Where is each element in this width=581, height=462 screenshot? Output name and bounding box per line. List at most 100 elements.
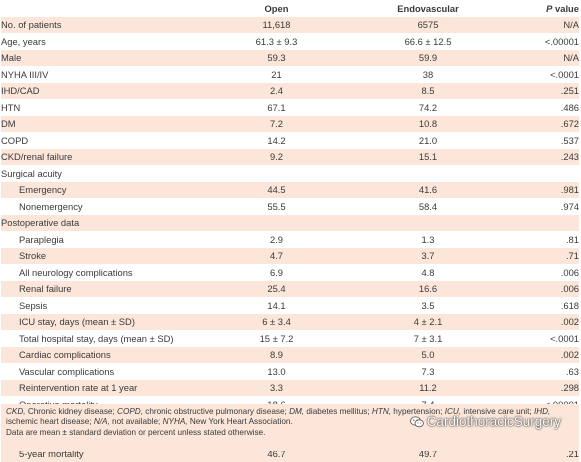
p-value: .243 bbox=[501, 149, 579, 166]
row-label: Renal failure bbox=[1, 281, 198, 298]
p-value: .974 bbox=[501, 198, 579, 215]
row-label: COPD bbox=[1, 132, 198, 149]
row-label: IHD/CAD bbox=[1, 83, 198, 100]
open-value: 13.0 bbox=[198, 363, 355, 380]
endovascular-value: 74.2 bbox=[355, 99, 501, 116]
p-value: .006 bbox=[501, 264, 579, 281]
open-value: 59.3 bbox=[198, 50, 355, 67]
p-value: .981 bbox=[501, 182, 579, 199]
endovascular-value: 15.1 bbox=[355, 149, 501, 166]
row-label: Emergency bbox=[1, 182, 198, 199]
footnote-segment: chronic obstructive pulmonary disease; bbox=[143, 407, 289, 416]
row-label: Surgical acuity bbox=[1, 165, 198, 182]
p-value: .71 bbox=[501, 248, 579, 265]
p-value: N/A bbox=[501, 17, 579, 34]
open-value: 3.3 bbox=[198, 380, 355, 397]
endovascular-value: 4 ± 2.1 bbox=[355, 314, 501, 331]
watermark: CardiothoracicSurgery bbox=[410, 414, 561, 429]
open-value: 2.9 bbox=[198, 231, 355, 248]
wechat-icon bbox=[410, 416, 424, 428]
open-value: 44.5 bbox=[198, 182, 355, 199]
footnote-segment: Chronic kidney disease; bbox=[26, 407, 117, 416]
footnote-segment: COPD, bbox=[117, 407, 143, 416]
table-row: Surgical acuity bbox=[1, 165, 579, 182]
endovascular-value: 3.5 bbox=[355, 297, 501, 314]
endovascular-value: 59.9 bbox=[355, 50, 501, 67]
table-row: Postoperative data bbox=[1, 215, 579, 232]
endovascular-value: 21.0 bbox=[355, 132, 501, 149]
open-value bbox=[198, 165, 355, 182]
footnote-segment: ischemic heart disease; bbox=[6, 417, 94, 426]
watermark-text: CardiothoracicSurgery bbox=[427, 414, 561, 429]
footnote-segment: NYHA, bbox=[163, 417, 188, 426]
row-label: Reintervention rate at 1 year bbox=[1, 380, 198, 397]
p-value bbox=[501, 215, 579, 232]
open-value: 21 bbox=[198, 66, 355, 83]
open-value: 7.2 bbox=[198, 116, 355, 133]
row-label: Age, years bbox=[1, 33, 198, 50]
p-value: N/A bbox=[501, 50, 579, 67]
open-value: 15 ± 7.2 bbox=[198, 330, 355, 347]
row-label: CKD/renal failure bbox=[1, 149, 198, 166]
footnote-segment: DM, bbox=[289, 407, 304, 416]
endovascular-value: 3.7 bbox=[355, 248, 501, 265]
row-label: Paraplegia bbox=[1, 231, 198, 248]
open-value: 6 ± 3.4 bbox=[198, 314, 355, 331]
open-value bbox=[198, 215, 355, 232]
open-value: 14.2 bbox=[198, 132, 355, 149]
footnote-segment: HTN, bbox=[372, 407, 391, 416]
row-label: No. of patients bbox=[1, 17, 198, 34]
endovascular-value: 6575 bbox=[355, 17, 501, 34]
endovascular-value: 38 bbox=[355, 66, 501, 83]
p-value: .81 bbox=[501, 231, 579, 248]
row-label: Sepsis bbox=[1, 297, 198, 314]
endovascular-value: 11.2 bbox=[355, 380, 501, 397]
row-label: NYHA III/IV bbox=[1, 66, 198, 83]
endovascular-value: 58.4 bbox=[355, 198, 501, 215]
row-label: Nonemergency bbox=[1, 198, 198, 215]
open-value: 6.9 bbox=[198, 264, 355, 281]
p-value: .618 bbox=[501, 297, 579, 314]
endovascular-value: 7.3 bbox=[355, 363, 501, 380]
row-label: DM bbox=[1, 116, 198, 133]
open-value: 67.1 bbox=[198, 99, 355, 116]
footnote-segment: New York Heart Association. bbox=[188, 417, 293, 426]
p-value: <.00001 bbox=[501, 33, 579, 50]
row-label: Stroke bbox=[1, 248, 198, 265]
row-label: HTN bbox=[1, 99, 198, 116]
p-value: .006 bbox=[501, 281, 579, 298]
row-label: ICU stay, days (mean ± SD) bbox=[1, 314, 198, 331]
open-value: 4.7 bbox=[198, 248, 355, 265]
row-label: All neurology complications bbox=[1, 264, 198, 281]
footnote-segment: not available; bbox=[110, 417, 163, 426]
p-value: .63 bbox=[501, 363, 579, 380]
endovascular-value: 16.6 bbox=[355, 281, 501, 298]
table-page: Open Endovascular P value No. of patient… bbox=[1, 0, 579, 451]
p-value bbox=[501, 165, 579, 182]
row-label: Cardiac complications bbox=[1, 347, 198, 364]
p-value: .486 bbox=[501, 99, 579, 116]
p-value: <.0001 bbox=[501, 330, 579, 347]
row-label: Male bbox=[1, 50, 198, 67]
p-value: <.0001 bbox=[501, 66, 579, 83]
endovascular-value: 1.3 bbox=[355, 231, 501, 248]
endovascular-value: 5.0 bbox=[355, 347, 501, 364]
table-row: Total hospital stay, days (mean ± SD)15 … bbox=[1, 330, 579, 347]
row-label: Vascular complications bbox=[1, 363, 198, 380]
open-value: 61.3 ± 9.3 bbox=[198, 33, 355, 50]
footnote-segment: CKD, bbox=[6, 407, 26, 416]
endovascular-value: 4.8 bbox=[355, 264, 501, 281]
footnote-segment: N/A, bbox=[94, 417, 110, 426]
p-value: .002 bbox=[501, 347, 579, 364]
